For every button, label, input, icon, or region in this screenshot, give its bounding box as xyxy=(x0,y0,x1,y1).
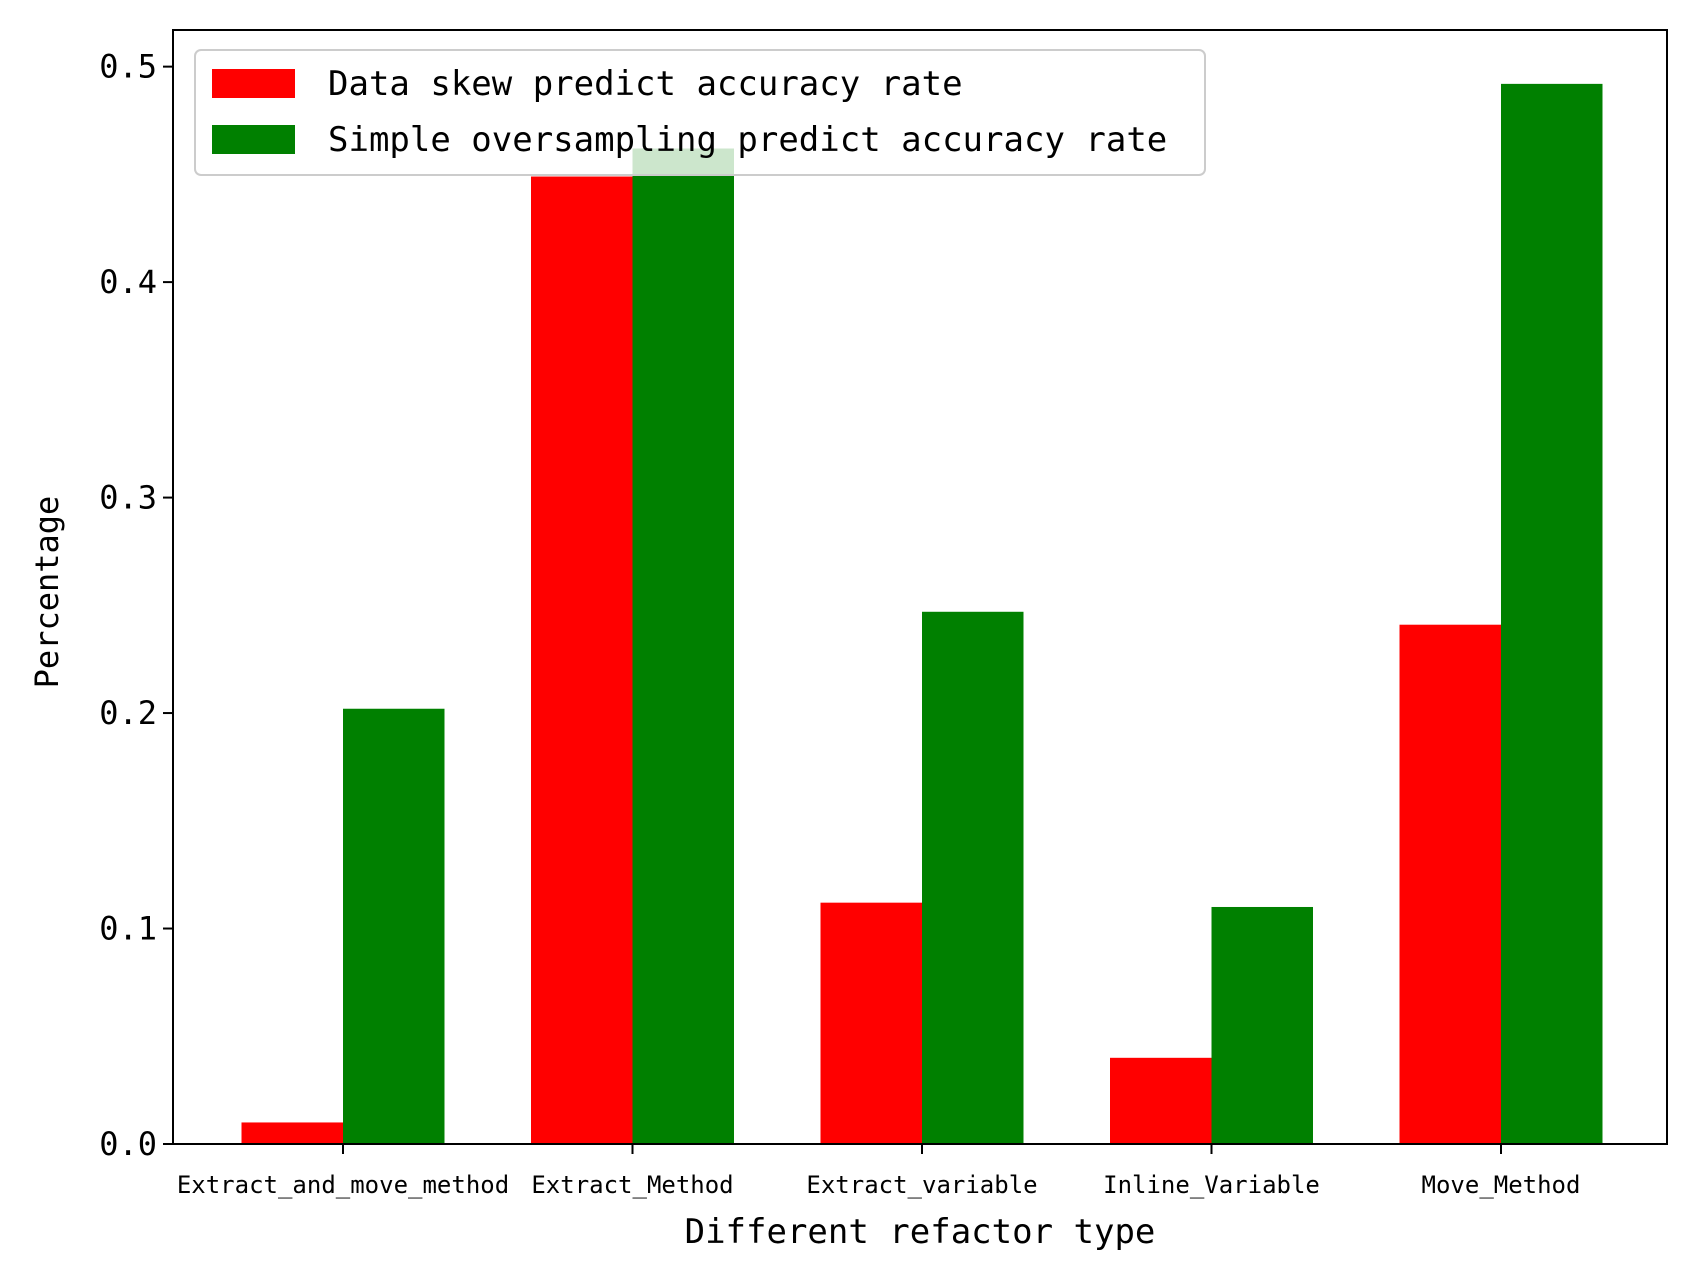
bar-data-skew-move-method xyxy=(1399,624,1501,1144)
legend-frame xyxy=(194,49,1206,176)
x-tick-label: Inline_Variable xyxy=(1103,1171,1320,1199)
bar-simple-oversampling-extract-method xyxy=(632,148,734,1145)
y-tick-label: 0.5 xyxy=(99,48,157,86)
y-tick-label: 0.3 xyxy=(99,479,157,517)
y-tick-label: 0.0 xyxy=(99,1125,157,1163)
x-axis-label: Different refactor type xyxy=(685,1212,1156,1252)
x-tick-label: Extract_and_move_method xyxy=(177,1171,509,1199)
bar-data-skew-extract-and-move-method xyxy=(241,1122,343,1144)
y-tick-label: 0.4 xyxy=(99,263,157,301)
legend-swatch-data-skew xyxy=(212,69,295,98)
legend-label-data-skew: Data skew predict accuracy rate xyxy=(328,64,963,104)
bar-simple-oversampling-inline-variable xyxy=(1211,906,1313,1144)
bar-data-skew-extract-method xyxy=(531,176,633,1145)
x-tick-label: Move_Method xyxy=(1422,1171,1581,1199)
x-tick-label: Extract_Method xyxy=(531,1171,733,1199)
bar-simple-oversampling-move-method xyxy=(1501,83,1603,1145)
y-tick-label: 0.1 xyxy=(99,910,157,948)
legend: Data skew predict accuracy rate Simple ov… xyxy=(194,49,1206,176)
legend-swatch-simple-oversampling xyxy=(212,125,295,154)
legend-label-simple-oversampling: Simple oversampling predict accuracy rat… xyxy=(328,120,1167,160)
y-tick-label: 0.2 xyxy=(99,694,157,732)
bars-group xyxy=(241,83,1603,1145)
x-tick-label: Extract_variable xyxy=(806,1171,1037,1199)
plot-frame xyxy=(172,29,1668,1145)
bar-simple-oversampling-extract-and-move-method xyxy=(343,708,445,1144)
x-axis: Extract_and_move_method Extract_Method Ext… xyxy=(177,1144,1581,1199)
bar-data-skew-inline-variable xyxy=(1110,1057,1212,1144)
bar-simple-oversampling-extract-variable xyxy=(922,611,1024,1144)
bar-data-skew-extract-variable xyxy=(820,902,922,1144)
y-axis-label: Percentage xyxy=(28,496,66,689)
y-axis: 0.0 0.1 0.2 0.3 0.4 0.5 xyxy=(99,48,173,1163)
